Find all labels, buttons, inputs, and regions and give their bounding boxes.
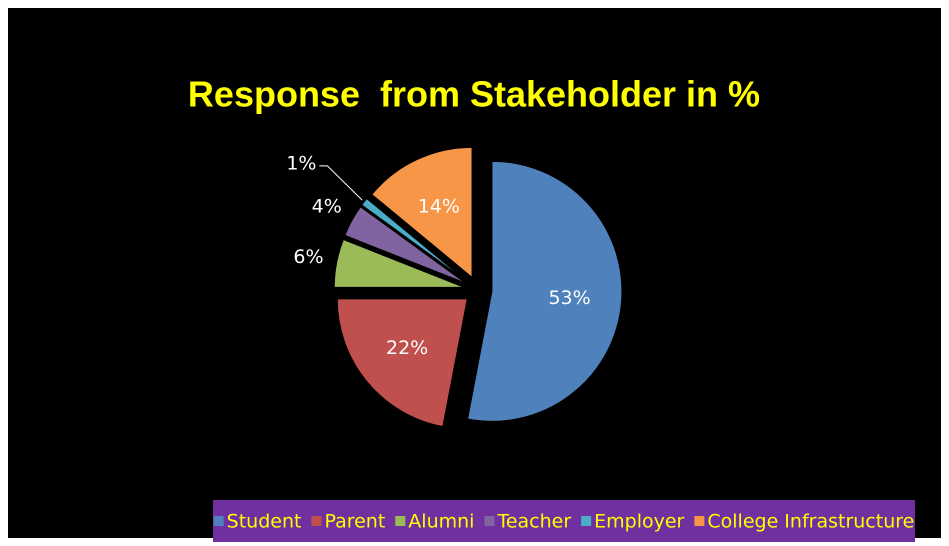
leader-line (319, 165, 363, 201)
legend-swatch (694, 516, 705, 526)
legend-label: Parent (324, 511, 385, 533)
pie-slice (333, 238, 465, 288)
data-label: 4% (312, 195, 342, 217)
pie-slice (344, 206, 467, 284)
slide-background (8, 8, 941, 538)
data-label: 6% (293, 246, 323, 268)
legend: Student Parent Alumni Teacher Employer Colleg… (213, 511, 914, 533)
pie-slice (466, 160, 623, 422)
legend-swatch (395, 516, 406, 526)
chart-title: Response from Stakeholder in % (188, 74, 760, 115)
legend-box (213, 500, 915, 542)
data-label: 22% (386, 337, 428, 359)
pie-slice (336, 298, 468, 428)
pie-slice (371, 146, 473, 279)
legend-swatch (581, 516, 592, 526)
legend-swatch (213, 516, 224, 526)
legend-swatch (311, 516, 322, 526)
data-label: 53% (548, 287, 590, 309)
legend-label: Alumni (408, 511, 474, 533)
data-label: 1% (286, 152, 316, 174)
legend-label: Employer (594, 511, 684, 533)
legend-label: Teacher (496, 511, 571, 533)
legend-swatch (484, 516, 495, 526)
legend-label: Student (227, 511, 302, 533)
legend-label: College Infrastructure (707, 511, 914, 533)
data-label: 14% (418, 195, 460, 217)
pie-slice (361, 197, 468, 282)
